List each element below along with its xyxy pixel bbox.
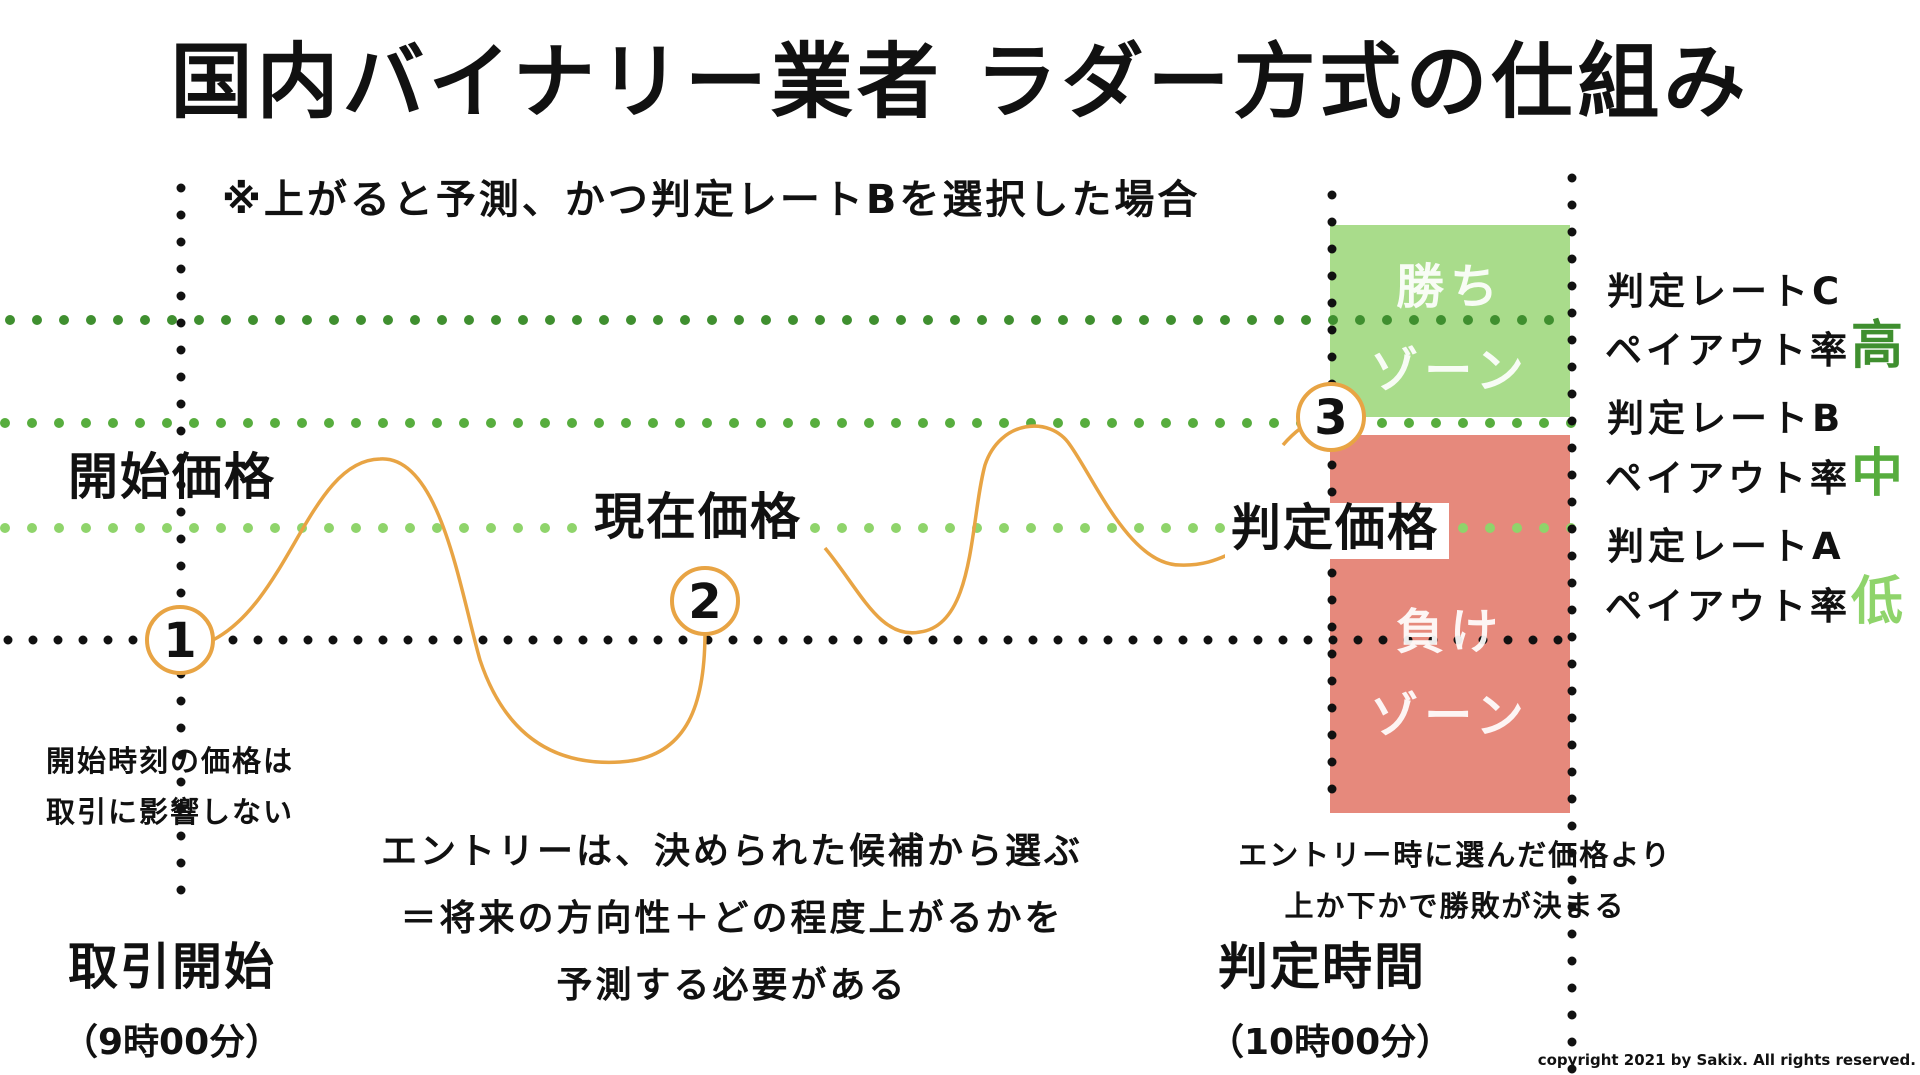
marker-3-circle xyxy=(1296,382,1366,452)
win-zone-line2: ゾーン xyxy=(1370,343,1530,399)
rate-b-payout-label: ペイアウト率 xyxy=(1605,457,1851,500)
start-note-line1: 開始時刻の価格は xyxy=(46,744,295,778)
marker-2-label: 2 xyxy=(688,574,721,630)
rate-c-payout-level: 高 xyxy=(1851,316,1908,376)
lose-zone-label: 負け ゾーン xyxy=(1330,590,1570,758)
lose-zone-line1: 負け xyxy=(1395,604,1504,660)
lose-zone xyxy=(1330,435,1570,813)
win-zone-line1: 勝ち xyxy=(1395,259,1504,315)
start-price-note: 開始時刻の価格は 取引に影響しない xyxy=(46,736,294,838)
marker-3-label: 3 xyxy=(1314,390,1347,446)
judge-time-label: 判定時間 xyxy=(1218,938,1426,996)
rate-a-payout-label: ペイアウト率 xyxy=(1605,585,1851,628)
rate-b-name: 判定レートB xyxy=(1607,397,1845,440)
rate-c-payout-label: ペイアウト率 xyxy=(1605,329,1851,372)
marker-1-circle xyxy=(145,605,215,675)
page-title: 国内バイナリー業者 ラダー方式の仕組み xyxy=(170,35,1750,130)
judge-note: エントリー時に選んだ価格より 上か下かで勝敗が決まる xyxy=(1180,830,1730,932)
copyright: copyright 2021 by Sakix. All rights rese… xyxy=(1537,1051,1916,1069)
current-price-label: 現在価格 xyxy=(588,492,808,542)
rate-b-payout: ペイアウト率中 xyxy=(1605,448,1907,500)
trade-start-time: （9時00分） xyxy=(62,1022,282,1063)
entry-explanation: エントリーは、決められた候補から選ぶ ＝将来の方向性＋どの程度上がるかを 予測す… xyxy=(322,818,1142,1019)
price-curve xyxy=(212,413,1324,765)
entry-line3: 予測する必要がある xyxy=(556,965,908,1006)
win-zone xyxy=(1330,225,1570,417)
entry-line2: ＝将来の方向性＋どの程度上がるかを xyxy=(400,898,1064,939)
rate-a-payout: ペイアウト率低 xyxy=(1605,576,1907,628)
lose-zone-line2: ゾーン xyxy=(1370,688,1530,744)
marker-1-label: 1 xyxy=(163,613,196,669)
rate-c-payout: ペイアウト率高 xyxy=(1605,320,1907,372)
rate-a-payout-level: 低 xyxy=(1851,572,1908,632)
start-price-label: 開始価格 xyxy=(68,448,276,506)
entry-line1: エントリーは、決められた候補から選ぶ xyxy=(380,831,1083,872)
trade-start-label: 取引開始 xyxy=(68,938,276,996)
start-note-line2: 取引に影響しない xyxy=(46,795,295,829)
win-zone-label: 勝ち ゾーン xyxy=(1330,245,1570,413)
scenario-note: ※上がると予測、かつ判定レートBを選択した場合 xyxy=(222,177,1201,223)
judge-note-line1: エントリー時に選んだ価格より xyxy=(1238,838,1672,872)
rate-b-payout-level: 中 xyxy=(1851,444,1908,504)
judge-price-label: 判定価格 xyxy=(1225,503,1449,559)
marker-2-circle xyxy=(670,566,740,636)
rate-c-name: 判定レートC xyxy=(1607,270,1844,313)
judge-time-value: （10時00分） xyxy=(1208,1022,1453,1063)
rate-a-name: 判定レートA xyxy=(1607,525,1845,568)
judge-note-line2: 上か下かで勝敗が決まる xyxy=(1284,889,1626,923)
